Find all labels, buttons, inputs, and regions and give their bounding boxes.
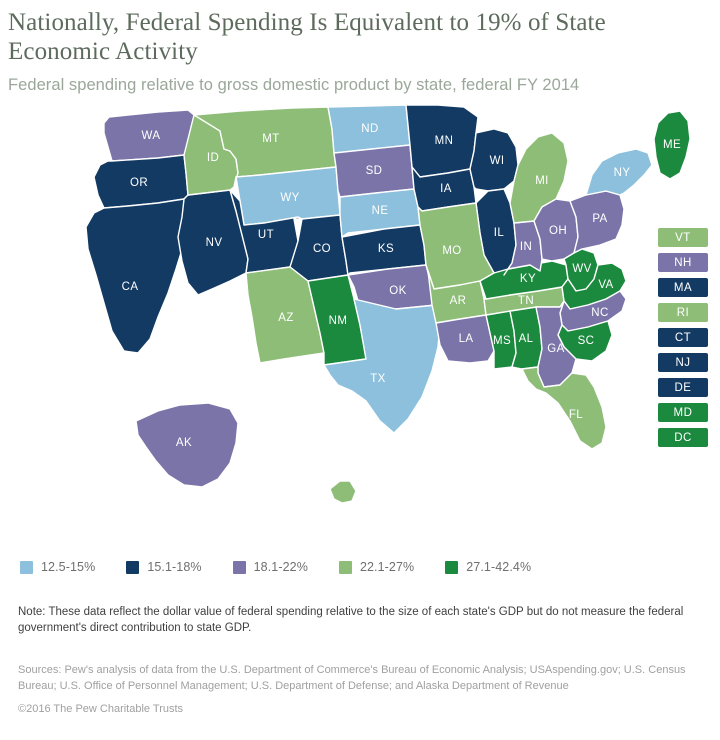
state-pa[interactable] bbox=[569, 190, 625, 254]
state-mn[interactable] bbox=[405, 104, 479, 178]
legend-item: 18.1-22% bbox=[232, 560, 308, 574]
small-state-legend-boxes: VT NH MA RI CT NJ DE MD DC bbox=[658, 228, 708, 453]
page-subtitle: Federal spending relative to gross domes… bbox=[8, 76, 580, 94]
state-sd[interactable] bbox=[333, 144, 415, 198]
map-legend: 12.5-15% 15.1-18% 18.1-22% 22.1-27% 27.1-42.… bbox=[20, 560, 712, 574]
legend-label: 22.1-27% bbox=[359, 560, 415, 574]
state-box-dc[interactable]: DC bbox=[658, 428, 708, 447]
state-box-nj[interactable]: NJ bbox=[658, 353, 708, 372]
state-box-ma[interactable]: MA bbox=[658, 278, 708, 297]
legend-swatch bbox=[126, 560, 140, 574]
state-ga[interactable] bbox=[535, 300, 577, 388]
state-mi[interactable] bbox=[509, 132, 569, 224]
state-la[interactable] bbox=[435, 314, 495, 364]
state-az[interactable] bbox=[245, 266, 325, 364]
legend-swatch bbox=[338, 560, 352, 574]
state-box-de[interactable]: DE bbox=[658, 378, 708, 397]
legend-item: 22.1-27% bbox=[338, 560, 415, 574]
state-box-ri[interactable]: RI bbox=[658, 303, 708, 322]
state-co[interactable] bbox=[289, 214, 349, 282]
state-box-ct[interactable]: CT bbox=[658, 328, 708, 347]
state-box-vt[interactable]: VT bbox=[658, 228, 708, 247]
state-box-md[interactable]: MD bbox=[658, 403, 708, 422]
state-box-nh[interactable]: NH bbox=[658, 253, 708, 272]
state-me[interactable] bbox=[653, 110, 691, 180]
state-wa[interactable] bbox=[103, 109, 195, 162]
copyright-text: ©2016 The Pew Charitable Trusts bbox=[18, 703, 184, 715]
legend-item: 15.1-18% bbox=[126, 560, 202, 574]
choropleth-map: WA OR CA NV ID MT WY UT CO AZ NM ND SD NE KS OK TX MN IA WI… bbox=[8, 103, 714, 548]
state-ca[interactable] bbox=[85, 198, 189, 354]
state-label-hi: HI bbox=[312, 489, 324, 501]
legend-label: 27.1-42.4% bbox=[466, 560, 532, 574]
state-ny[interactable] bbox=[585, 148, 653, 196]
state-wi[interactable] bbox=[469, 128, 519, 192]
state-oh[interactable] bbox=[533, 198, 579, 262]
legend-item: 27.1-42.4% bbox=[445, 560, 531, 574]
legend-swatch bbox=[445, 560, 459, 574]
state-fl[interactable] bbox=[521, 366, 607, 450]
legend-swatch bbox=[20, 560, 33, 574]
legend-label: 15.1-18% bbox=[147, 560, 202, 574]
legend-swatch bbox=[232, 560, 246, 574]
legend-label: 18.1-22% bbox=[253, 560, 308, 574]
note-text: Note: These data reflect the dollar valu… bbox=[18, 606, 684, 634]
sources-text: Sources: Pew's analysis of data from the… bbox=[18, 664, 686, 692]
infographic-page: Nationally, Federal Spending Is Equivale… bbox=[0, 8, 720, 740]
legend-label: 12.5-15% bbox=[41, 560, 96, 574]
state-tx[interactable] bbox=[323, 298, 441, 434]
state-ak[interactable] bbox=[135, 402, 239, 488]
page-title: Nationally, Federal Spending Is Equivale… bbox=[8, 9, 606, 65]
state-hi[interactable] bbox=[329, 480, 357, 504]
legend-item: 12.5-15% bbox=[20, 560, 95, 574]
